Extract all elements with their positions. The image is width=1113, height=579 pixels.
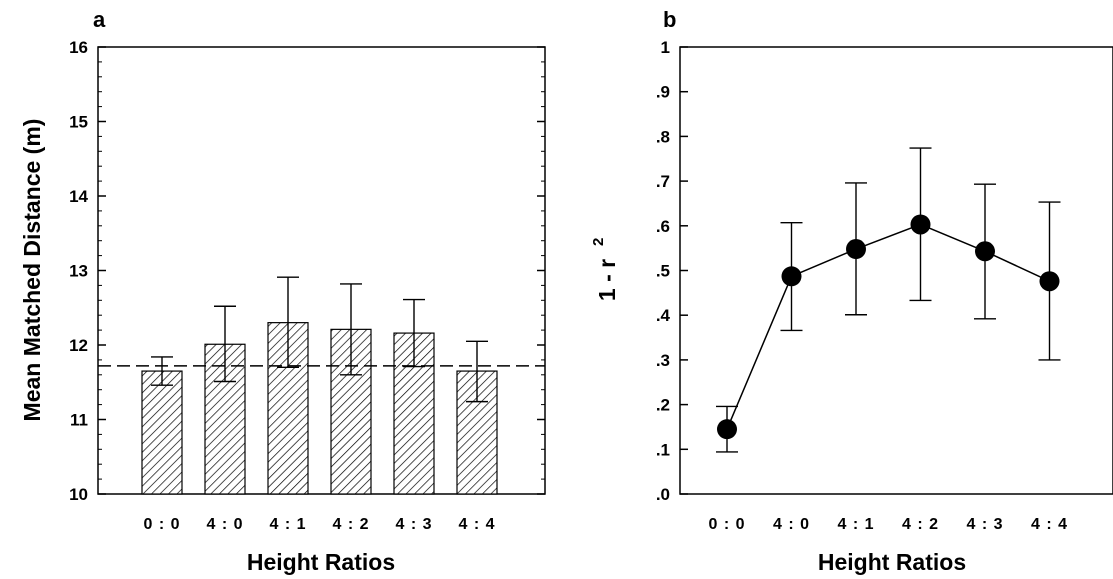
panel-a-y-tick-label: 16 [69, 38, 88, 57]
panel-b-y-tick-label: .6 [656, 217, 670, 236]
panel-b-x-tick-label: 4 : 0 [773, 516, 810, 533]
panel-a-y-tick-label: 10 [69, 485, 88, 504]
panel-a-y-tick-label: 15 [69, 113, 88, 132]
panel-a-x-tick-label: 0 : 0 [143, 516, 180, 533]
panel-b-y-tick-label: .8 [656, 127, 670, 146]
panel-b-data-point [717, 419, 737, 440]
panel-a-bar [141, 370, 183, 495]
panel-b-points [717, 214, 1060, 440]
panel-b-x-tick-label: 4 : 2 [902, 516, 939, 533]
panel-b-x-axis-title: Height Ratios [818, 549, 966, 575]
panel-b-data-point [1039, 271, 1060, 292]
panel-b-data-point [781, 266, 802, 287]
panel-a-x-tick-label: 4 : 4 [458, 516, 495, 533]
panel-a-letter: a [93, 7, 106, 32]
panel-b-x-tick-label: 4 : 4 [1031, 516, 1068, 533]
panel-a-x-axis-title: Height Ratios [247, 549, 395, 575]
panel-a-y-tick-label: 14 [69, 187, 88, 206]
panel-a-x-tick-label: 4 : 2 [332, 516, 369, 533]
panel-b-y-tick-label: .0 [656, 485, 670, 504]
panel-a-y-axis-title: Mean Matched Distance (m) [19, 119, 45, 422]
panel-b-y-tick-label: .3 [656, 351, 670, 370]
panel-b-y-tick-label: .1 [656, 440, 670, 459]
panel-b-series-line [726, 223, 1050, 430]
panel-b-error-bars [716, 147, 1061, 453]
panel-b-y-axis: .0 .1 .2 .3 .4 .5 .6 .7 .8 .9 1 [656, 38, 688, 504]
panel-b-y-tick-label: 1 [661, 38, 670, 57]
panel-b-data-point [975, 241, 995, 262]
panel-a-x-axis: 0 : 0 4 : 0 4 : 1 4 : 2 4 : 3 4 : 4 [143, 516, 495, 533]
panel-b-series-polyline [726, 223, 1050, 430]
panel-b-x-tick-label: 4 : 3 [966, 516, 1003, 533]
panel-a-y-tick-label: 11 [70, 411, 88, 430]
panel-b-data-point [910, 214, 931, 235]
panel-b-chart: b .0 .1 .2 .3 .4 .5 .6 .7 .8 .9 1 0 : 0 4 : 0 4 : 1 4… [590, 7, 1113, 575]
panel-a-chart: a 10 11 12 13 14 15 16 0 : 0 4 : 0 4 : 1 4 : 2 4 :… [19, 7, 546, 575]
panel-a-bars [98, 322, 545, 495]
panel-a-x-tick-label: 4 : 0 [206, 516, 243, 533]
panel-b-plot-frame [679, 46, 1113, 495]
panel-b-y-tick-label: .7 [656, 172, 670, 191]
panel-a-x-tick-label: 4 : 1 [269, 516, 306, 533]
panel-b-letter: b [663, 7, 676, 32]
panel-a-y-tick-label: 12 [69, 336, 88, 355]
panel-a-x-tick-label: 4 : 3 [395, 516, 432, 533]
panel-b-y-tick-label: .2 [656, 396, 670, 415]
panel-b-x-axis: 0 : 0 4 : 0 4 : 1 4 : 2 4 : 3 4 : 4 [708, 516, 1068, 533]
panel-b-y-axis-title: 1 - r [594, 259, 620, 301]
panel-b-y-tick-label: .9 [656, 83, 670, 102]
panel-a-error-bars [151, 276, 488, 403]
panel-b-y-axis-title-superscript: 2 [590, 238, 607, 246]
panel-a-y-tick-label: 13 [69, 262, 88, 281]
panel-b-y-tick-label: .5 [656, 262, 670, 281]
panel-b-x-tick-label: 0 : 0 [708, 516, 745, 533]
panel-b-data-point [846, 239, 866, 260]
panel-b-x-tick-label: 4 : 1 [837, 516, 874, 533]
panel-b-y-tick-label: .4 [656, 306, 671, 325]
panel-b-y-axis-title-group: 1 - r 2 [590, 238, 620, 301]
panel-a-y-axis: 10 11 12 13 14 15 16 [69, 38, 545, 504]
